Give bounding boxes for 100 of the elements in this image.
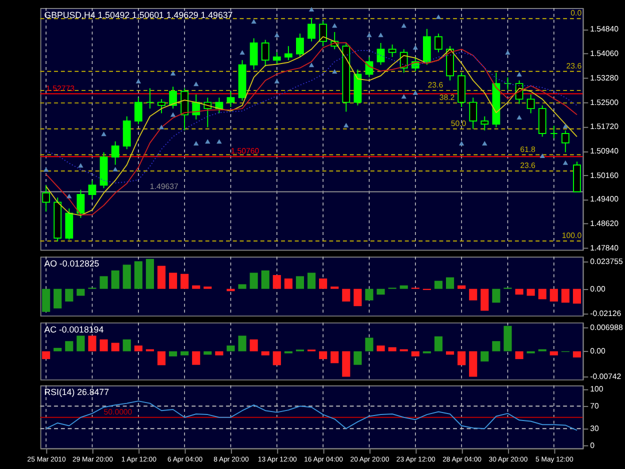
point <box>112 166 118 172</box>
candlestick <box>504 76 512 90</box>
point <box>194 82 199 86</box>
bar <box>319 351 328 360</box>
bar <box>354 288 362 306</box>
bar <box>157 266 166 289</box>
bar <box>111 270 120 289</box>
bar <box>319 278 328 289</box>
annotation: 23.6 <box>520 161 536 170</box>
point <box>66 194 72 198</box>
y-tick-label: 0.00 <box>590 346 606 356</box>
bar <box>376 346 385 352</box>
point <box>366 32 372 38</box>
bar <box>168 351 178 356</box>
bar <box>365 338 374 352</box>
point <box>516 72 522 76</box>
y-tick-label: 0 <box>590 440 596 450</box>
candlestick <box>272 52 281 66</box>
y-tick-label: -0.00742 <box>590 372 622 381</box>
bar <box>492 341 500 352</box>
point <box>170 71 176 76</box>
bar <box>261 270 270 289</box>
bar <box>296 276 304 289</box>
bar <box>400 285 408 289</box>
bar <box>550 351 558 356</box>
candlestick <box>308 17 316 42</box>
bar <box>515 351 524 360</box>
bar <box>168 272 178 289</box>
point <box>136 78 141 84</box>
point <box>43 167 49 172</box>
bar <box>469 288 478 300</box>
bar <box>342 351 350 377</box>
candlestick <box>226 90 235 108</box>
candlestick <box>480 116 489 131</box>
bar <box>65 288 74 302</box>
point <box>216 139 222 144</box>
candlestick <box>388 44 396 58</box>
bar <box>550 288 558 302</box>
candlestick <box>192 94 200 120</box>
bar <box>388 347 396 352</box>
bar <box>272 275 281 289</box>
y-tick-label: 1.49400 <box>590 194 620 204</box>
bar <box>238 284 246 289</box>
bar <box>434 336 443 352</box>
bar <box>250 272 258 289</box>
bar <box>492 288 500 303</box>
y-tick-label: -0.02126 <box>590 308 622 318</box>
point <box>194 140 199 146</box>
bar <box>42 288 50 312</box>
bar <box>192 285 200 289</box>
chart-title: RSI(14) 26.8477 <box>44 387 110 398</box>
point <box>562 160 568 165</box>
bar <box>134 261 142 289</box>
candlestick <box>250 38 258 70</box>
bar <box>434 280 443 289</box>
candlestick <box>88 180 96 200</box>
chart-title: GBPUSD,H4 1.50492 1.50601 1.49629 1.49637 <box>44 10 233 20</box>
bar <box>250 339 258 352</box>
point <box>505 50 510 55</box>
bar <box>111 342 120 352</box>
ref-line-label: 1.49637 <box>150 182 178 191</box>
y-tick-label: 70 <box>590 402 600 411</box>
bar <box>572 351 582 358</box>
annotation: 23.6 <box>428 80 444 90</box>
y-tick-label: 1.50940 <box>590 146 620 156</box>
bar <box>238 336 246 352</box>
point <box>562 124 568 128</box>
bar <box>458 285 466 289</box>
bar <box>480 351 489 362</box>
bar <box>226 346 235 352</box>
bar <box>122 264 131 289</box>
point <box>101 132 106 136</box>
y-tick-label: 1.47840 <box>590 243 620 252</box>
y-tick-label: 30 <box>590 424 600 434</box>
point <box>205 139 210 144</box>
point <box>274 32 280 38</box>
point <box>344 122 349 128</box>
point <box>274 78 280 84</box>
candlestick <box>434 33 442 53</box>
point <box>540 153 545 158</box>
candlestick <box>550 125 558 139</box>
bar <box>76 336 85 352</box>
bar <box>100 276 108 289</box>
bar <box>65 341 74 352</box>
bar <box>54 288 62 308</box>
candlestick <box>42 184 50 212</box>
y-tick-label: 1.52500 <box>590 98 620 107</box>
point <box>158 124 164 130</box>
annotation: 38.2 <box>439 92 455 102</box>
point <box>458 140 464 146</box>
y-tick-label: 1.50160 <box>590 170 620 180</box>
annotation: 50.0 <box>450 118 467 128</box>
candlestick <box>561 130 570 153</box>
bar <box>411 351 420 356</box>
point <box>482 140 488 146</box>
bar <box>307 272 316 289</box>
bar <box>538 288 546 300</box>
y-tick-label: 100 <box>590 384 604 394</box>
y-tick-label: 0.023755 <box>590 256 624 266</box>
bar <box>330 351 339 364</box>
